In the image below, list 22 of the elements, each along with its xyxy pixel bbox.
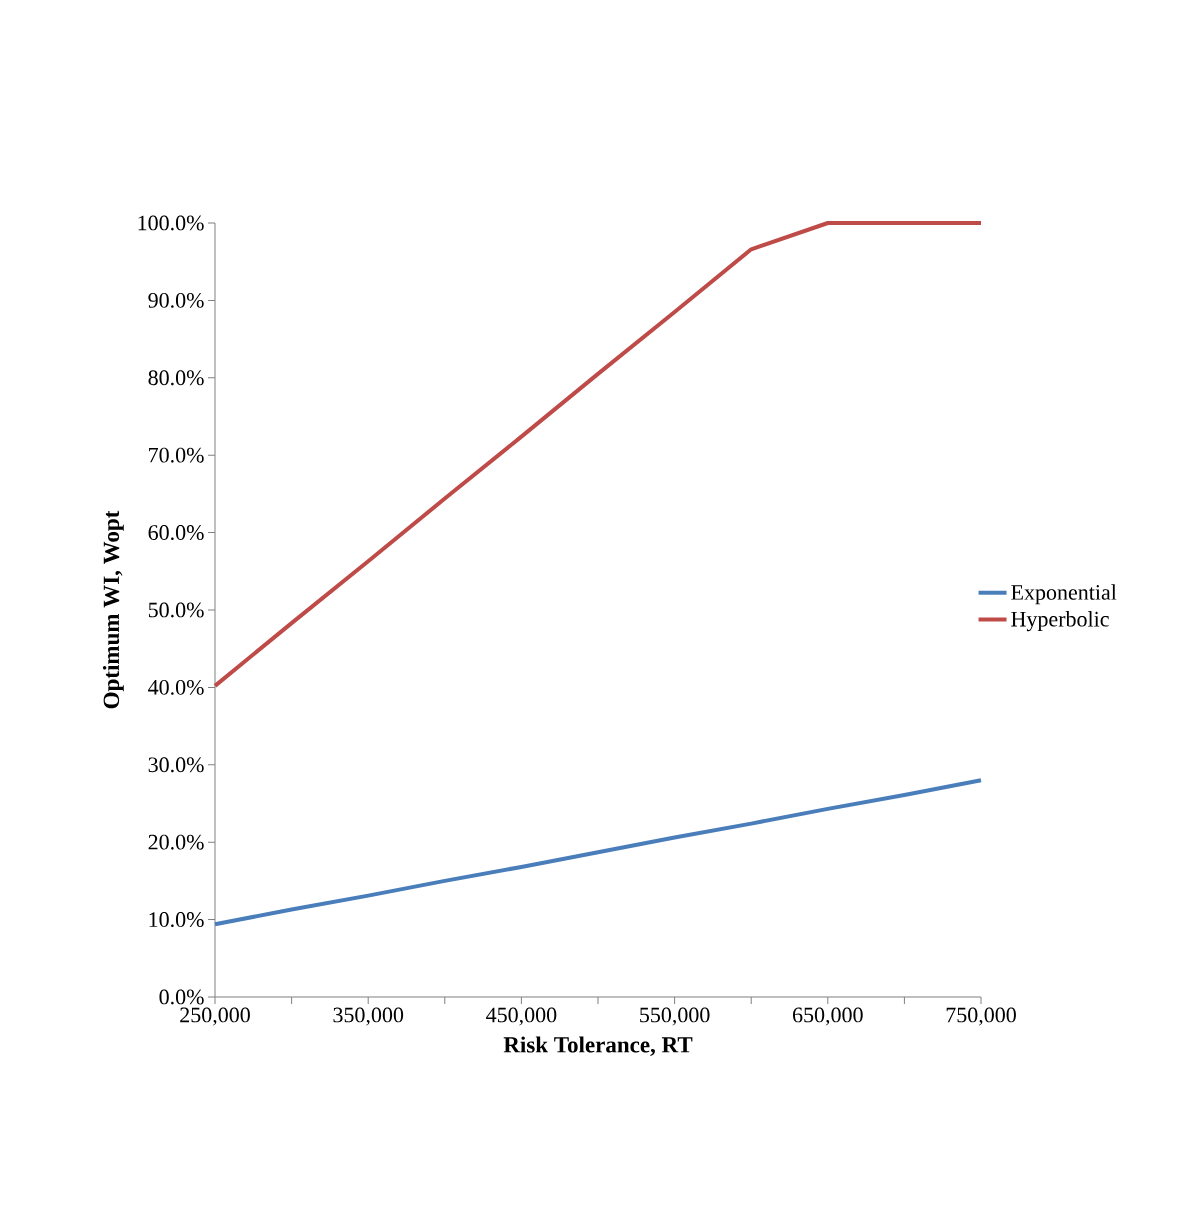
y-tick-label: 100.0% bbox=[138, 215, 204, 231]
x-tick-label: 450,000 bbox=[486, 1007, 557, 1026]
x-tick-label: 550,000 bbox=[640, 1007, 710, 1026]
line-series bbox=[213, 778, 983, 927]
y-tick-label: 40.0% bbox=[148, 679, 204, 695]
legend-label: Hyperbolic bbox=[1011, 611, 1109, 632]
y-tick-label: 20.0% bbox=[148, 834, 204, 850]
y-tick-label: 70.0% bbox=[149, 447, 204, 463]
x-tick-label: 250,000 bbox=[180, 1007, 250, 1026]
x-tick-label: 350,000 bbox=[333, 1007, 404, 1026]
y-tick-label: 80.0% bbox=[148, 370, 204, 386]
y-axis-title: Optimum WI, Wopt bbox=[102, 510, 124, 709]
y-tick-label: 90.0% bbox=[148, 292, 204, 308]
x-tick-label: 650,000 bbox=[793, 1007, 863, 1026]
x-tick-label: 750,000 bbox=[946, 1007, 1016, 1026]
y-tick-label: 60.0% bbox=[148, 525, 204, 541]
x-axis-title: Risk Tolerance, RT bbox=[503, 1036, 693, 1056]
y-tick-label: 50.0% bbox=[148, 602, 204, 618]
y-tick-label: 0.0% bbox=[159, 989, 204, 1005]
y-tick-label: 30.0% bbox=[148, 757, 204, 773]
legend-label: Exponential bbox=[1011, 584, 1117, 605]
y-tick-label: 10.0% bbox=[149, 912, 204, 928]
